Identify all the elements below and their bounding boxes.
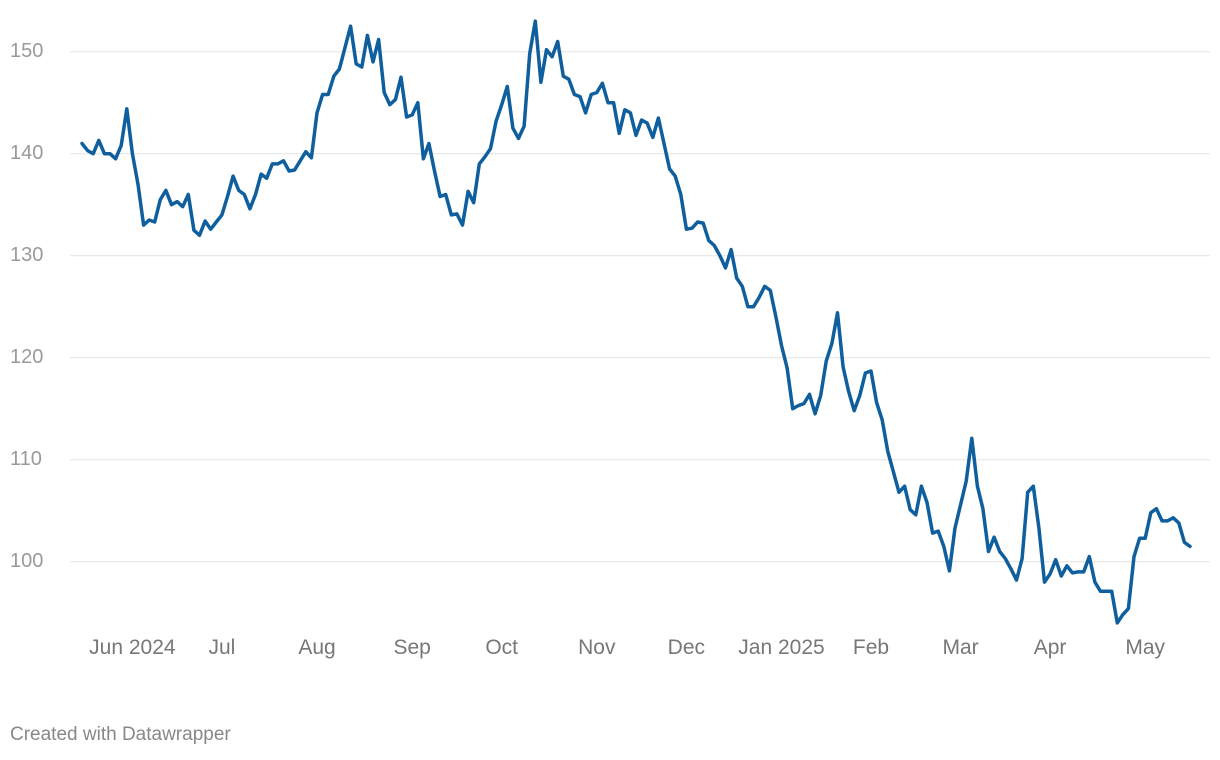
x-tick-label: Mar: [942, 636, 979, 659]
x-tick-label: Feb: [852, 636, 890, 659]
x-tick-label: Sep: [393, 636, 431, 659]
x-tick-label: Nov: [578, 636, 616, 659]
y-tick-label: 110: [10, 448, 42, 470]
x-tick-label: Aug: [298, 636, 336, 659]
line: [80, 19, 1192, 625]
x-tick-label: Jul: [208, 636, 236, 659]
y-tick-label: 100: [10, 550, 43, 572]
x-tick-label: Jun 2024: [89, 636, 176, 659]
x-tick-label: Jan 2025: [738, 636, 825, 659]
x-tick-label: Apr: [1033, 636, 1067, 659]
y-tick-label: 120: [10, 346, 43, 368]
credit: Created with Datawrapper: [10, 724, 231, 745]
y-tick-label: 150: [10, 40, 43, 62]
y-tick-label: 140: [10, 142, 43, 164]
x-tick-label: May: [1125, 636, 1166, 659]
x-tick-label: Oct: [485, 636, 519, 659]
x-tick-label: Dec: [667, 636, 706, 659]
y-tick-label: 130: [10, 244, 43, 266]
